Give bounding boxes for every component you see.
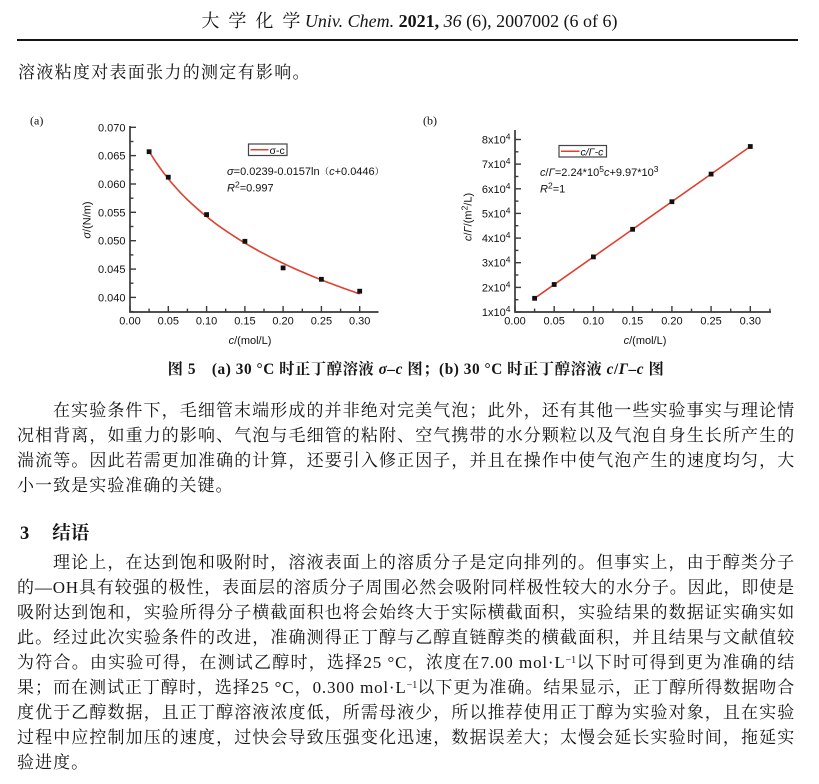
svg-text:5x104: 5x104 (482, 205, 511, 220)
svg-text:c/Γ=2.24*105c+9.97*103: c/Γ=2.24*105c+9.97*103 (540, 164, 659, 179)
svg-text:0.00: 0.00 (504, 315, 525, 327)
svg-text:2x104: 2x104 (482, 279, 511, 294)
svg-text:c/(mol/L): c/(mol/L) (624, 335, 667, 347)
svg-text:(b): (b) (423, 114, 437, 128)
svg-text:0.25: 0.25 (700, 315, 721, 327)
svg-text:0.10: 0.10 (196, 315, 217, 327)
svg-text:0.065: 0.065 (98, 151, 126, 163)
svg-text:0.20: 0.20 (661, 315, 682, 327)
svg-text:c/Γ-c: c/Γ-c (581, 146, 605, 158)
svg-text:0.00: 0.00 (119, 315, 140, 327)
svg-text:0.050: 0.050 (98, 236, 126, 248)
svg-text:0.30: 0.30 (740, 315, 761, 327)
svg-text:0.25: 0.25 (311, 315, 332, 327)
svg-text:0.060: 0.060 (98, 179, 126, 191)
svg-text:6x104: 6x104 (482, 181, 511, 196)
svg-text:4x104: 4x104 (482, 230, 511, 245)
svg-text:σ/(N/m): σ/(N/m) (82, 201, 94, 238)
svg-text:0.30: 0.30 (349, 315, 370, 327)
svg-text:σ-c: σ-c (270, 145, 285, 157)
svg-text:0.05: 0.05 (543, 315, 564, 327)
svg-text:R2=1: R2=1 (540, 181, 565, 196)
svg-text:3x104: 3x104 (482, 255, 511, 270)
svg-text:7x104: 7x104 (482, 156, 511, 171)
svg-text:0.15: 0.15 (234, 315, 255, 327)
svg-text:0.15: 0.15 (622, 315, 643, 327)
svg-text:R2=0.997: R2=0.997 (227, 180, 274, 195)
svg-text:σ=0.0239-0.0157ln（c+0.0446）: σ=0.0239-0.0157ln（c+0.0446） (227, 166, 384, 178)
svg-text:0.070: 0.070 (98, 122, 126, 134)
svg-text:1x104: 1x104 (482, 304, 511, 319)
svg-text:0.055: 0.055 (98, 207, 126, 219)
svg-text:0.20: 0.20 (272, 315, 293, 327)
svg-text:0.05: 0.05 (158, 315, 179, 327)
svg-text:0.10: 0.10 (583, 315, 604, 327)
svg-text:0.045: 0.045 (98, 264, 126, 276)
svg-text:c/Γ/(m2/L): c/Γ/(m2/L) (460, 193, 475, 241)
svg-text:0.040: 0.040 (98, 292, 126, 304)
svg-text:c/(mol/L): c/(mol/L) (229, 335, 272, 347)
svg-text:8x104: 8x104 (482, 132, 511, 147)
svg-text:(a): (a) (30, 114, 43, 128)
